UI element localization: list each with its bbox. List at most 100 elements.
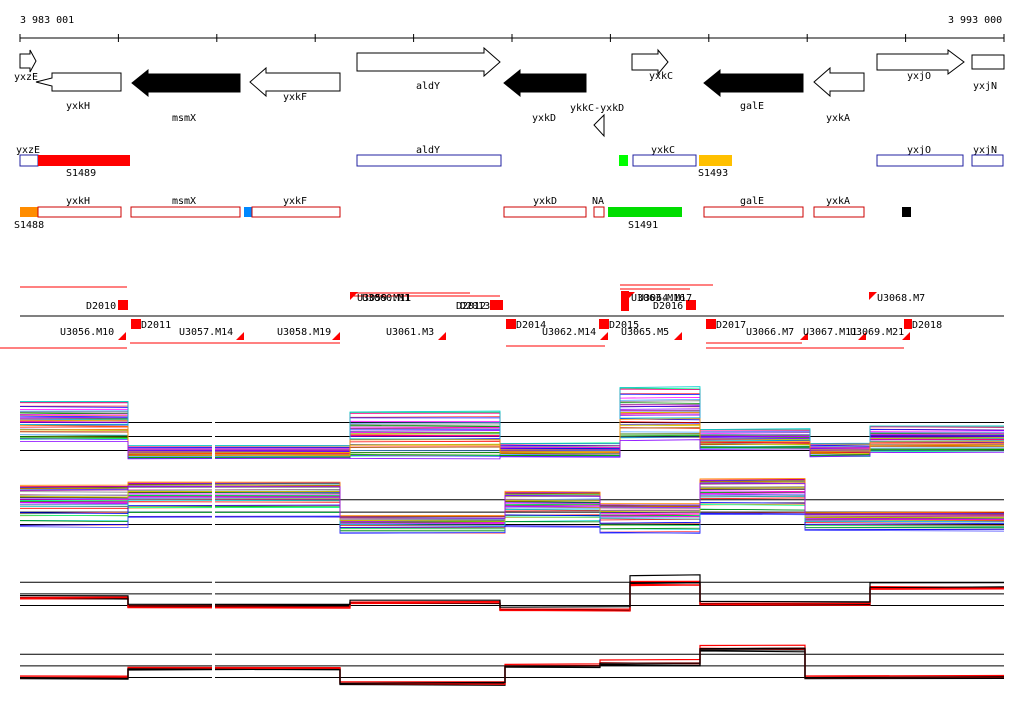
rev-black-mark[interactable] [902,207,911,217]
shift-marker[interactable] [118,300,128,310]
shift-label-U3062: U3062.M14 [542,327,596,338]
shift-label-U3064: U3064.M17 [638,293,692,304]
gene-yxkH-arrow[interactable] [35,72,122,92]
rev-label-yxkA: yxkA [826,196,850,207]
expression-profile-line [19,650,1005,686]
shift-label-D2015: D2015 [609,320,639,331]
gene-label-aldY: aldY [416,81,440,92]
shift-triangle [438,332,446,340]
shift-label-D2016: D2016 [653,301,683,312]
shift-marker[interactable] [706,319,716,329]
gene-ykkC-yxkD-arrow[interactable] [593,113,605,138]
shift-triangle [869,292,877,300]
segment-S1488[interactable] [20,207,38,217]
shift-label-U3066: U3066.M7 [746,327,794,338]
rev-box-galE[interactable] [703,206,804,218]
shift-triangle [858,332,866,340]
segment-label-S1489: S1489 [66,168,96,179]
rev-box-yxkH[interactable] [37,206,122,218]
profile-gap [212,393,215,473]
shift-marker[interactable] [904,319,912,329]
fwd-box-yxjN[interactable] [971,154,1004,167]
shift-label-U3061: U3061.M3 [386,327,434,338]
expression-profile-line [20,494,1005,525]
gene-label-yxkC: yxkC [649,71,673,82]
expression-panel-forward [19,386,1005,473]
expression-profile-line [19,398,1005,450]
fwd-label-yxjO: yxjO [907,145,931,156]
shift-label-U3060: U3060.M1 [362,293,410,304]
gene-yxkA-arrow[interactable] [813,66,865,98]
expression-profile-line [19,393,1005,448]
expression-summary-reverse [19,629,1005,697]
expression-profile-line [19,574,1005,608]
expression-profile-line [19,495,1005,526]
gene-yxjN-arrow[interactable] [971,54,1005,70]
fwd-box-yxzE[interactable] [19,154,39,167]
gene-yxkD-arrow[interactable] [503,68,587,98]
gene-label-msmX: msmX [172,113,196,124]
expression-profile-line [19,418,1005,455]
expression-profile-line [19,502,1005,528]
gene-label-yxjO: yxjO [907,71,931,82]
rev-box-yxkA[interactable] [813,206,865,218]
shift-label-D2012: D2012 [456,301,486,312]
gene-aldY-arrow[interactable] [356,46,501,78]
profile-gap [212,557,215,625]
forward-segment-track: yxzE aldY yxkC yxjO yxjN S1489 S1493 [16,145,1004,179]
rev-box-NA[interactable] [593,206,605,218]
shift-marker[interactable] [506,319,516,329]
ruler-end-label: 3 993 000 [948,15,1002,26]
gene-track: yxzE yxkH msmX yxkF aldY yxkD ykkC-yxkD … [14,46,1005,138]
gene-yxzE-arrow[interactable] [19,49,37,73]
gene-label-yxzE: yxzE [14,72,38,83]
shift-triangle [332,332,340,340]
shift-triangle [350,292,358,300]
expression-profile-line [19,481,1005,518]
rev-box-yxkF[interactable] [251,206,341,218]
rev-box-yxkD[interactable] [503,206,587,218]
gene-galE-arrow[interactable] [703,68,804,98]
fwd-box-aldY[interactable] [356,154,502,167]
shift-label-U3068: U3068.M7 [877,293,925,304]
shift-label-U3069: U3069.M21 [850,327,904,338]
gene-label-galE: galE [740,101,764,112]
segment-S1491[interactable] [608,207,682,217]
segment-label-S1488: S1488 [14,220,44,231]
shift-marker[interactable] [621,291,629,311]
expression-profile-line [19,486,1005,521]
gene-yxkC-arrow[interactable] [631,48,669,76]
expression-profile-line [19,479,1005,518]
segment-label-S1493: S1493 [698,168,728,179]
expression-profile-line [20,497,1005,526]
fwd-box-yxkC[interactable] [632,154,697,167]
fwd-label-yxkC: yxkC [651,145,675,156]
gene-yxjO-arrow[interactable] [876,49,965,75]
fwd-box-yxjO[interactable] [876,154,964,167]
shift-label-U3067: U3067.M11 [803,327,857,338]
expression-profile-line [19,487,1005,522]
shift-marker[interactable] [599,319,609,329]
segment-S1493[interactable] [699,155,732,166]
shift-marker[interactable] [490,300,503,310]
rev-blue-mark[interactable] [244,207,252,217]
segment-S1489[interactable] [38,155,130,166]
shift-label-D2017: D2017 [716,320,746,331]
rev-box-msmX[interactable] [130,206,241,218]
rev-label-galE: galE [740,196,764,207]
expression-panel-reverse [19,473,1005,545]
expression-profile-line [19,504,1005,530]
expression-profile-line [19,400,1005,450]
shift-marker[interactable] [131,319,141,329]
shift-marker[interactable] [686,300,696,310]
fwd-green-mark[interactable] [619,155,628,166]
gene-yxkF-arrow[interactable] [249,66,341,98]
expression-profile-line [19,644,1005,683]
gene-msmX-arrow[interactable] [131,68,241,98]
shift-label-U3059: U3059.M11 [357,293,411,304]
fwd-label-yxzE: yxzE [16,145,40,156]
gene-label-yxkF: yxkF [283,92,307,103]
expression-profile-line [19,478,1005,517]
ruler-start-label: 3 983 001 [20,15,74,26]
rev-label-msmX: msmX [172,196,196,207]
